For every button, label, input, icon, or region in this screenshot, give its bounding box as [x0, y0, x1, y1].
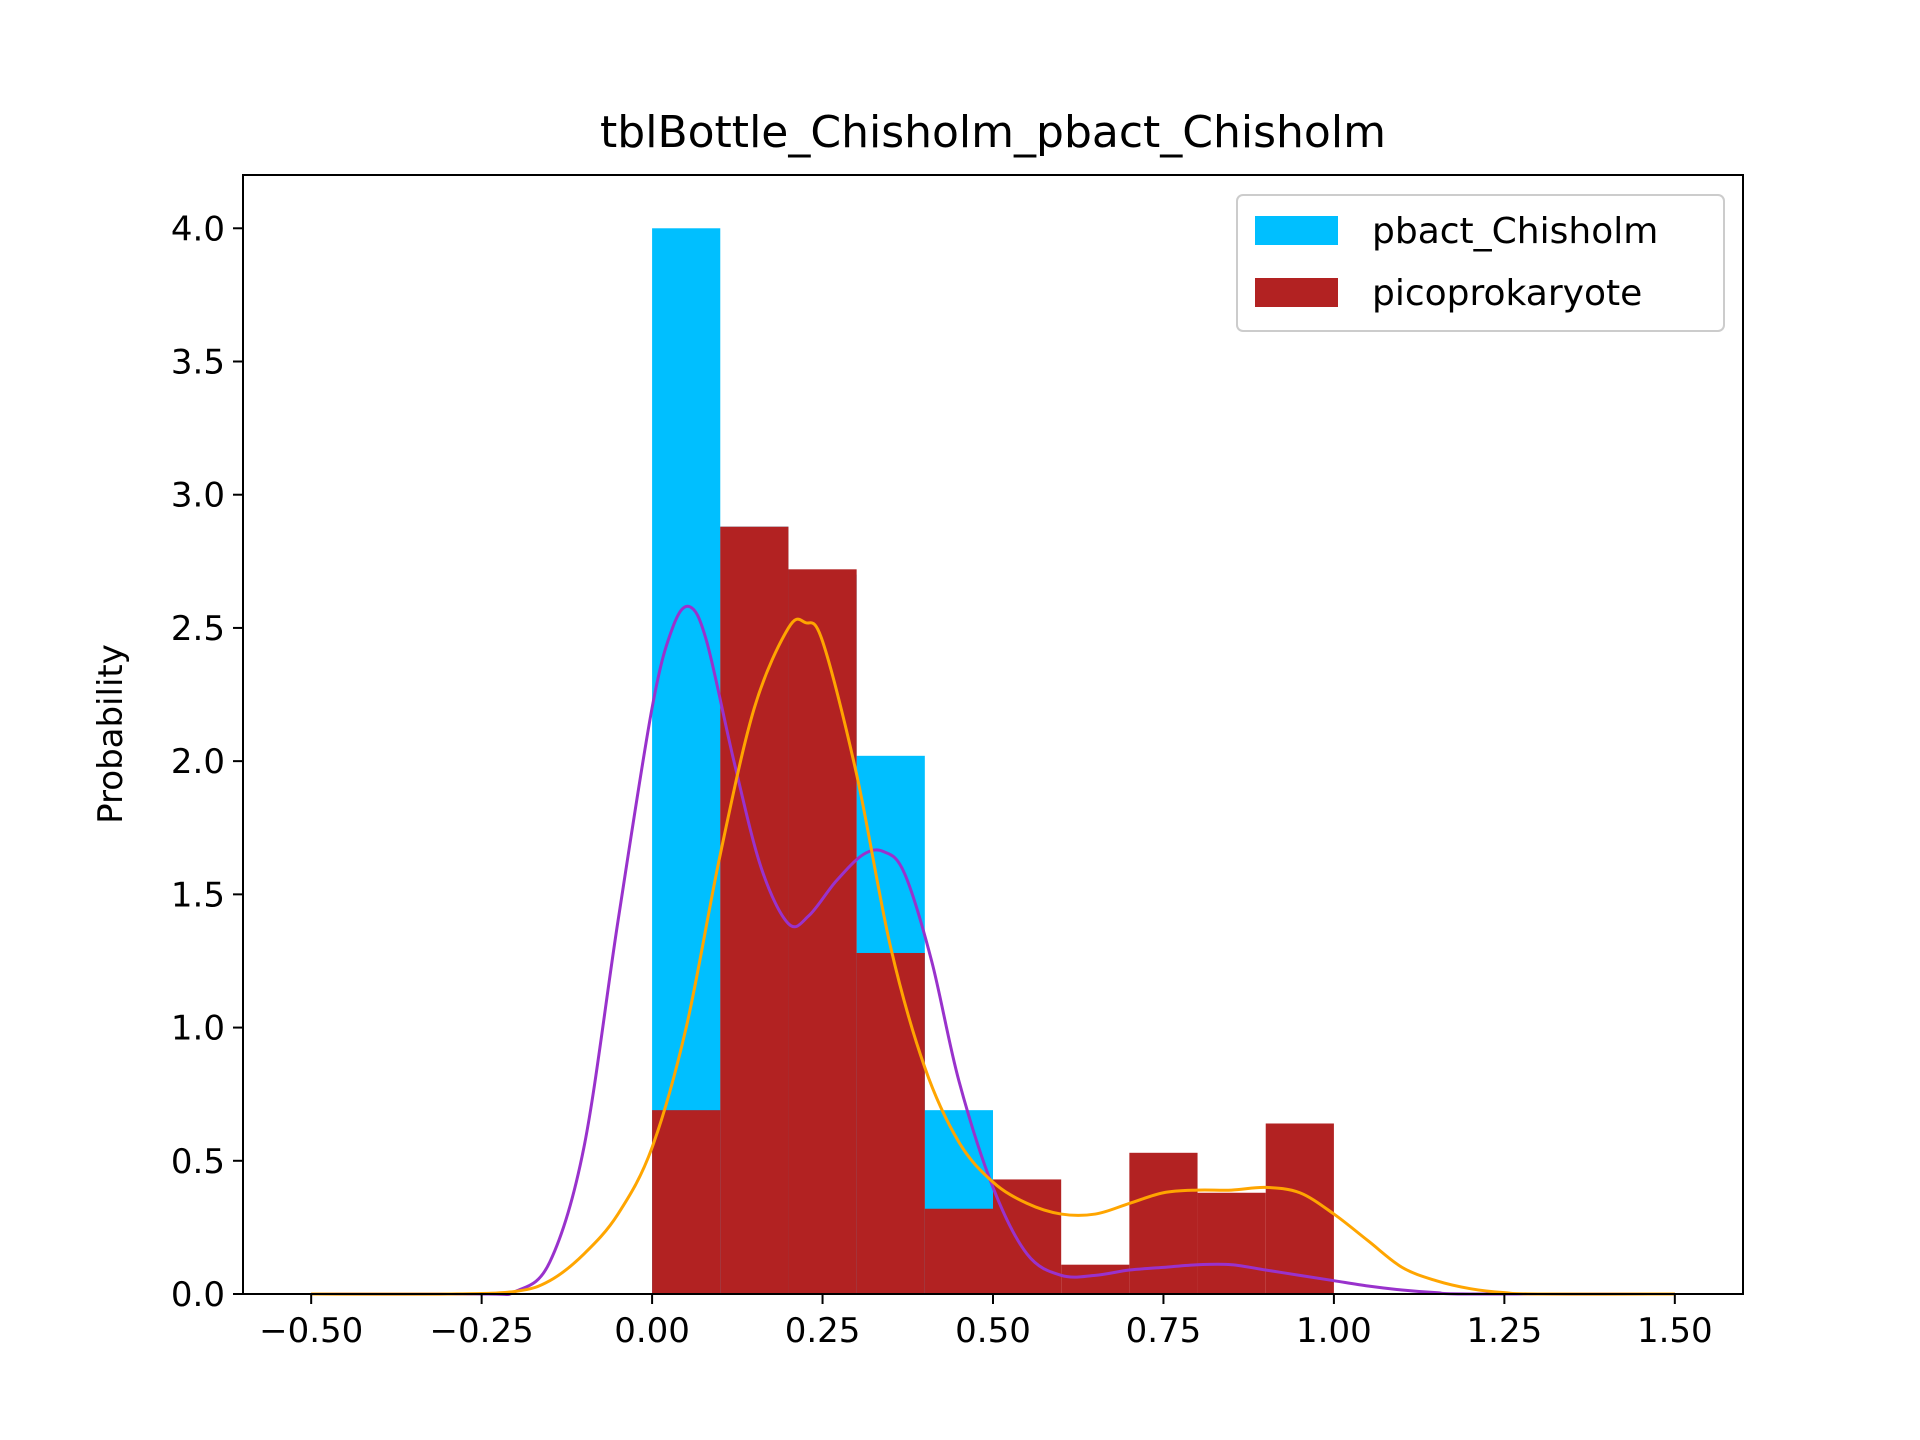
x-tick-label: 0.75 — [1126, 1311, 1202, 1351]
bar-picoprokaryote-0 — [652, 1110, 721, 1294]
legend-swatch-picoprokaryote — [1255, 278, 1338, 307]
y-tick-label: 2.0 — [171, 742, 225, 782]
y-tick-label: 2.5 — [171, 609, 225, 649]
x-axis: −0.50 −0.25 0.00 0.25 0.50 0.75 1.00 1.25 1.50 — [259, 1294, 1713, 1351]
bar-picoprokaryote-2 — [788, 569, 857, 1294]
y-tick-label: 0.5 — [171, 1142, 225, 1182]
x-tick-label: 0.00 — [614, 1311, 690, 1351]
x-tick-label: 0.25 — [785, 1311, 861, 1351]
chart-title: tblBottle_Chisholm_pbact_Chisholm — [600, 107, 1386, 158]
y-tick-label: 3.0 — [171, 476, 225, 516]
y-tick-label: 1.5 — [171, 875, 225, 915]
bar-picoprokaryote-3 — [856, 952, 925, 1294]
y-axis-label: Probability — [91, 644, 131, 824]
y-tick-label: 0.0 — [171, 1275, 225, 1315]
kde-curve-1 — [311, 617, 1675, 1296]
y-tick-label: 3.5 — [171, 343, 225, 383]
x-tick-label: −0.25 — [430, 1311, 534, 1351]
y-tick-label: 1.0 — [171, 1009, 225, 1049]
bar-picoprokaryote-1 — [720, 526, 789, 1294]
legend-label-picoprokaryote: picoprokaryote — [1372, 273, 1642, 314]
legend: pbact_Chisholm picoprokaryote — [1236, 194, 1725, 332]
bar-picoprokaryote-7 — [1129, 1152, 1198, 1294]
x-tick-label: 1.00 — [1296, 1311, 1372, 1351]
x-tick-label: 1.50 — [1637, 1311, 1713, 1351]
legend-label-pbact-chisholm: pbact_Chisholm — [1372, 211, 1658, 252]
kde-curve-0 — [311, 604, 1675, 1296]
bar-picoprokaryote-9 — [1265, 1123, 1334, 1294]
x-tick-label: 0.50 — [955, 1311, 1031, 1351]
bar-picoprokaryote-5 — [993, 1179, 1062, 1294]
legend-swatch-pbact-chisholm — [1255, 216, 1338, 245]
legend-box — [1236, 194, 1725, 332]
bars-layer — [652, 228, 1334, 1294]
y-tick-label: 4.0 — [171, 209, 225, 249]
bar-picoprokaryote-4 — [924, 1208, 993, 1294]
bar-picoprokaryote-8 — [1197, 1192, 1266, 1294]
y-axis: 0.0 0.5 1.0 1.5 2.0 2.5 3.0 3.5 4.0 — [171, 209, 243, 1315]
x-tick-label: −0.50 — [259, 1311, 363, 1351]
bar-picoprokaryote-6 — [1061, 1264, 1130, 1294]
kde-layer — [311, 604, 1675, 1296]
x-tick-label: 1.25 — [1467, 1311, 1543, 1351]
